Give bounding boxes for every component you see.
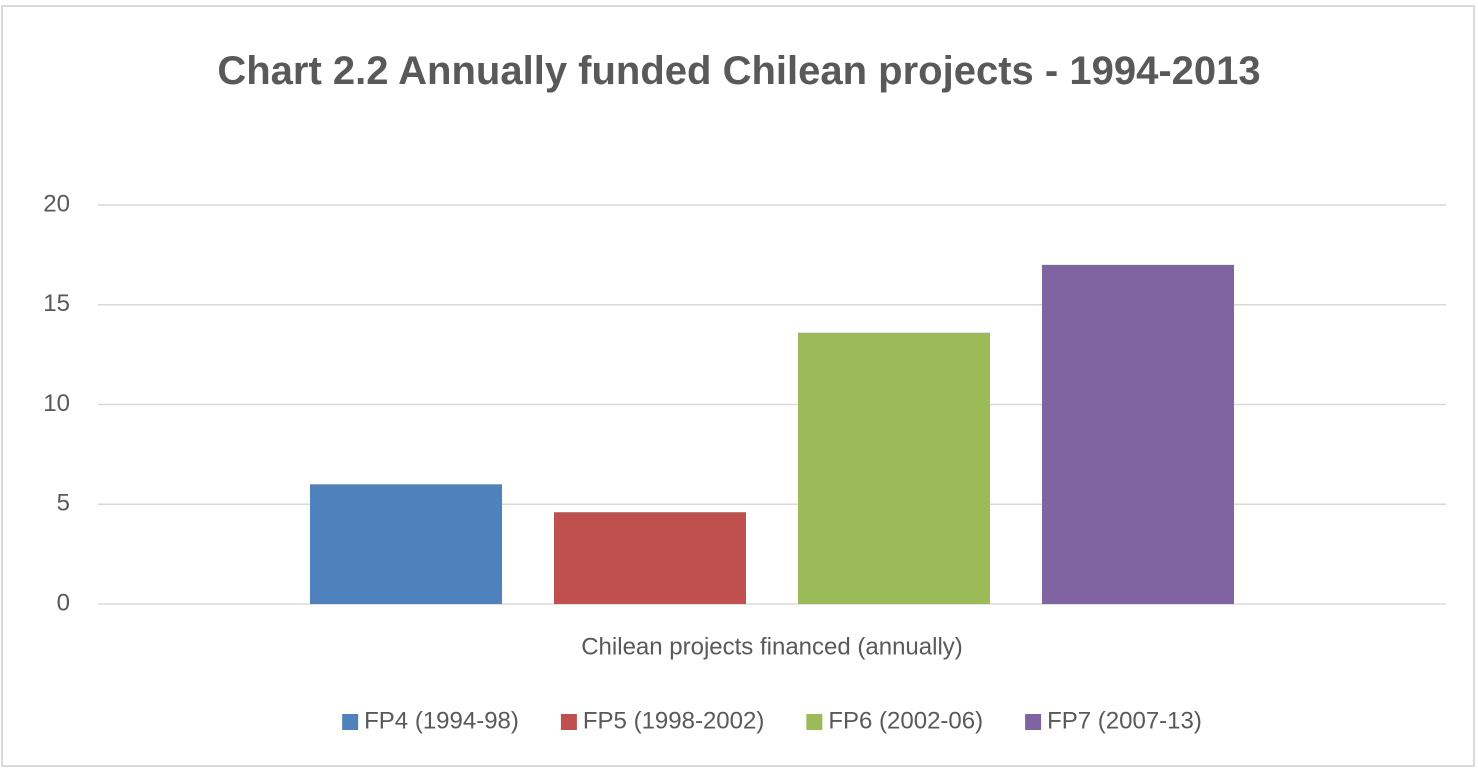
- y-tick-label: 15: [43, 290, 70, 317]
- bar: [310, 484, 502, 604]
- y-tick-label: 20: [43, 190, 70, 217]
- bar: [554, 512, 746, 604]
- x-tick-label: Chilean projects financed (annually): [581, 633, 963, 660]
- y-tick-label: 5: [57, 490, 70, 517]
- bar: [1042, 264, 1234, 604]
- legend-label: FP6 (2002-06): [828, 707, 983, 734]
- bar: [798, 332, 990, 604]
- legend-swatch: [342, 714, 359, 730]
- legend-swatch: [560, 714, 577, 730]
- legend-label: FP4 (1994-98): [364, 707, 519, 734]
- legend-label: FP5 (1998-2002): [583, 707, 764, 734]
- y-tick-label: 0: [57, 589, 70, 616]
- legend-swatch: [806, 714, 823, 730]
- legend-swatch: [1025, 714, 1042, 730]
- chart-title: Chart 2.2 Annually funded Chilean projec…: [217, 49, 1261, 93]
- y-tick-label: 10: [43, 390, 70, 417]
- legend-label: FP7 (2007-13): [1047, 707, 1202, 734]
